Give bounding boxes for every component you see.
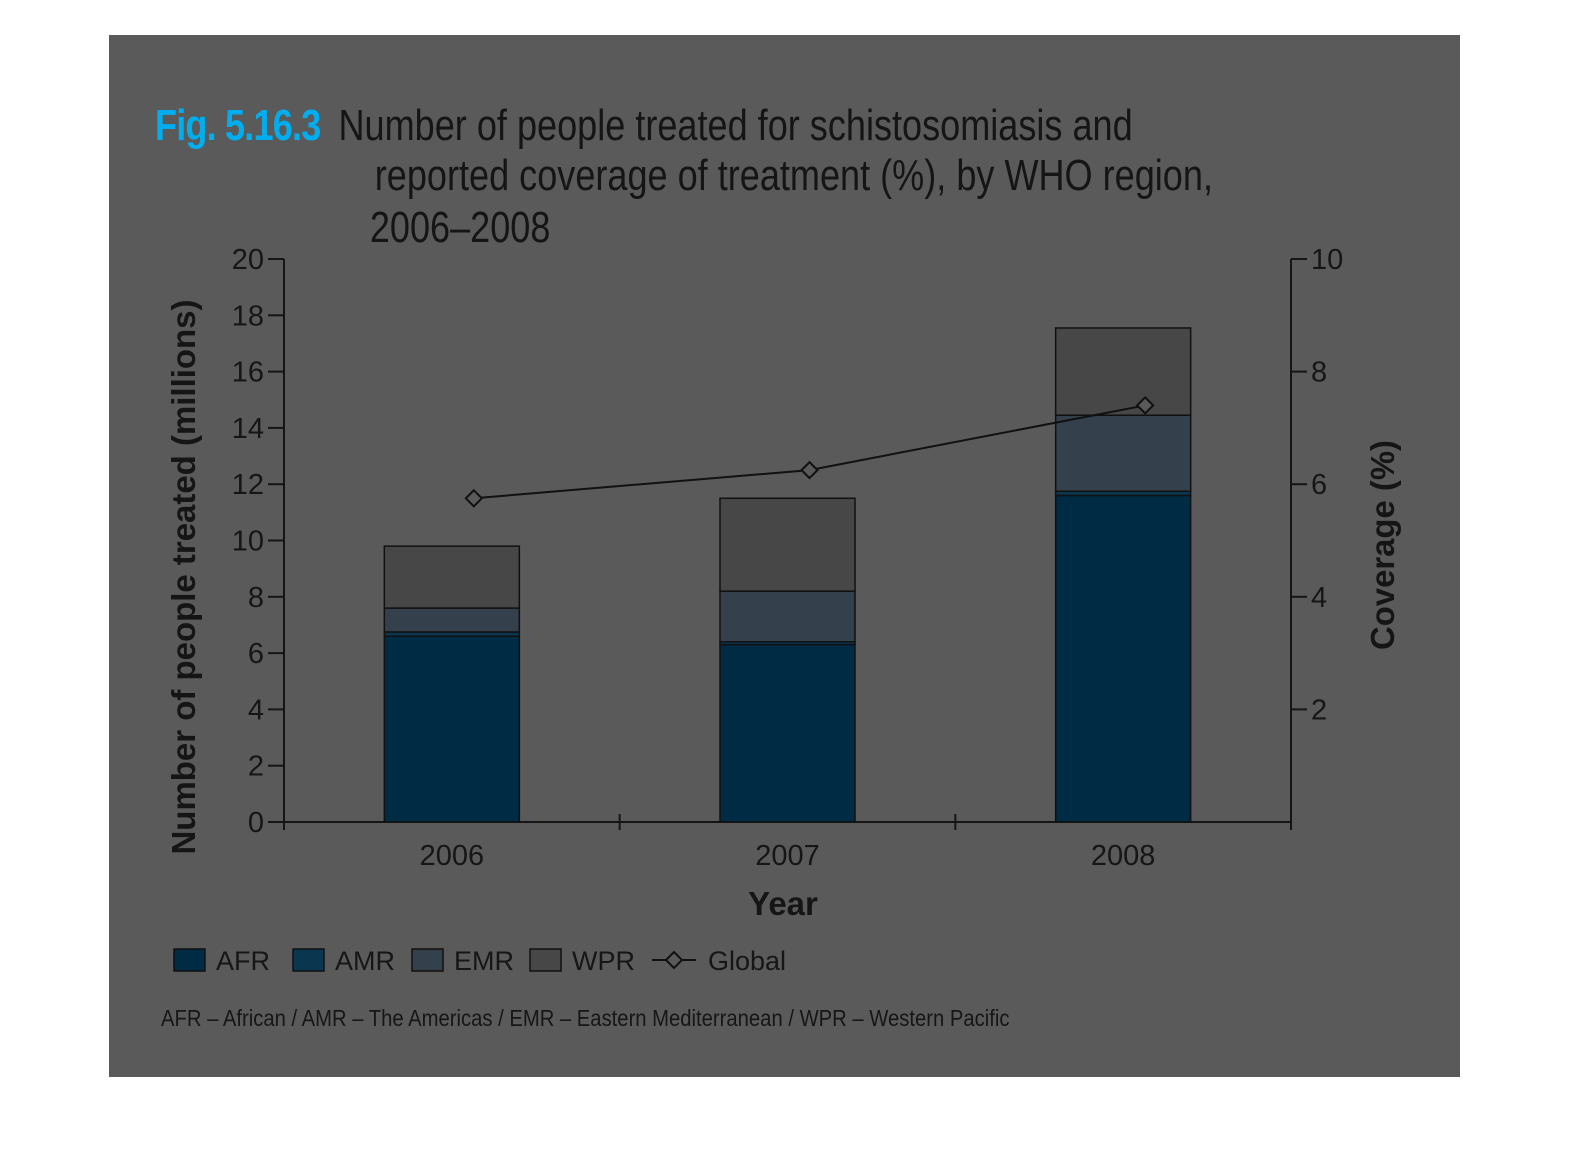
bar-wpr-2007 <box>719 497 856 592</box>
legend-swatch-afr <box>173 948 206 972</box>
figure-title: Fig. 5.16.3 Number of people treated for … <box>155 101 1213 253</box>
bar-afr-2006 <box>383 635 521 823</box>
legend-label-afr: AFR <box>216 946 270 976</box>
y-tick-label: 16 <box>232 357 264 389</box>
legend: AFR AMR EMR WPR Global <box>173 946 786 976</box>
y-axis-title: Number of people treated (millions) <box>165 300 202 855</box>
x-tick-label: 2007 <box>755 840 820 872</box>
title-line-1: Number of people treated for schistosomi… <box>338 101 1133 150</box>
stacked-bar-chart: 0 2 4 6 8 10 12 14 16 18 20 2 4 6 8 10 2006 2007 2008 Numb… <box>165 244 1401 976</box>
global-coverage-line <box>473 404 1146 500</box>
y2-tick-label: 4 <box>1311 582 1327 614</box>
global-line-group <box>464 395 1155 508</box>
axis-labels-group: Number of people treated (millions) Cove… <box>165 300 1401 923</box>
legend-swatch-wpr <box>529 948 562 972</box>
global-point-2007 <box>800 460 819 480</box>
bar-emr-2008 <box>1054 414 1192 492</box>
y-tick-label: 8 <box>248 582 264 614</box>
y-tick-label: 10 <box>232 526 264 558</box>
bar-emr-2007 <box>719 590 856 643</box>
y-tick-label: 12 <box>232 469 264 501</box>
legend-swatch-emr <box>411 948 444 972</box>
y-tick-label: 2 <box>248 751 264 783</box>
y-tick-label: 6 <box>248 638 264 670</box>
y2-tick-label: 8 <box>1311 357 1327 389</box>
x-tick-label: 2006 <box>420 840 485 872</box>
bar-emr-2006 <box>383 607 521 633</box>
y-tick-label: 0 <box>248 807 264 839</box>
x-axis-title: Year <box>748 885 818 922</box>
legend-label-emr: EMR <box>454 946 514 976</box>
figure-number: Fig. 5.16.3 <box>155 101 321 150</box>
legend-label-global: Global <box>708 946 786 976</box>
bar-afr-2008 <box>1054 494 1192 823</box>
chart-panel: Fig. 5.16.3 Number of people treated for … <box>109 35 1460 1077</box>
global-point-2006 <box>464 488 484 508</box>
legend-swatch-amr <box>292 948 325 972</box>
footnote: AFR – African / AMR – The Americas / EMR… <box>161 1005 1010 1031</box>
x-tick-label: 2008 <box>1091 840 1156 872</box>
bar-wpr-2006 <box>383 545 521 609</box>
bars-group <box>383 327 1192 823</box>
y-tick-label: 20 <box>232 244 264 276</box>
axes-group: 0 2 4 6 8 10 12 14 16 18 20 2 4 6 8 10 2006 2007 2008 <box>232 244 1344 872</box>
y-tick-label: 14 <box>232 413 264 445</box>
title-line-2: reported coverage of treatment (%), by W… <box>374 151 1213 200</box>
bar-wpr-2008 <box>1054 327 1192 416</box>
y2-tick-label: 10 <box>1311 244 1343 276</box>
title-line-3: 2006–2008 <box>369 203 551 252</box>
y2-tick-label: 2 <box>1311 694 1327 726</box>
legend-global-marker <box>664 950 684 970</box>
y-tick-label: 18 <box>232 300 264 332</box>
y-tick-label: 4 <box>248 694 264 726</box>
global-point-2008 <box>1135 395 1155 415</box>
legend-label-wpr: WPR <box>572 946 635 976</box>
bar-afr-2007 <box>719 643 856 823</box>
y2-axis-title: Coverage (%) <box>1364 440 1401 650</box>
y2-tick-label: 6 <box>1311 469 1327 501</box>
legend-label-amr: AMR <box>335 946 395 976</box>
